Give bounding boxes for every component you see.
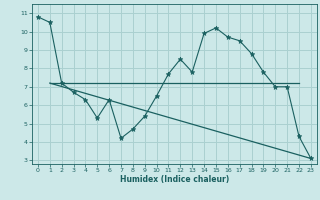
X-axis label: Humidex (Indice chaleur): Humidex (Indice chaleur) — [120, 175, 229, 184]
